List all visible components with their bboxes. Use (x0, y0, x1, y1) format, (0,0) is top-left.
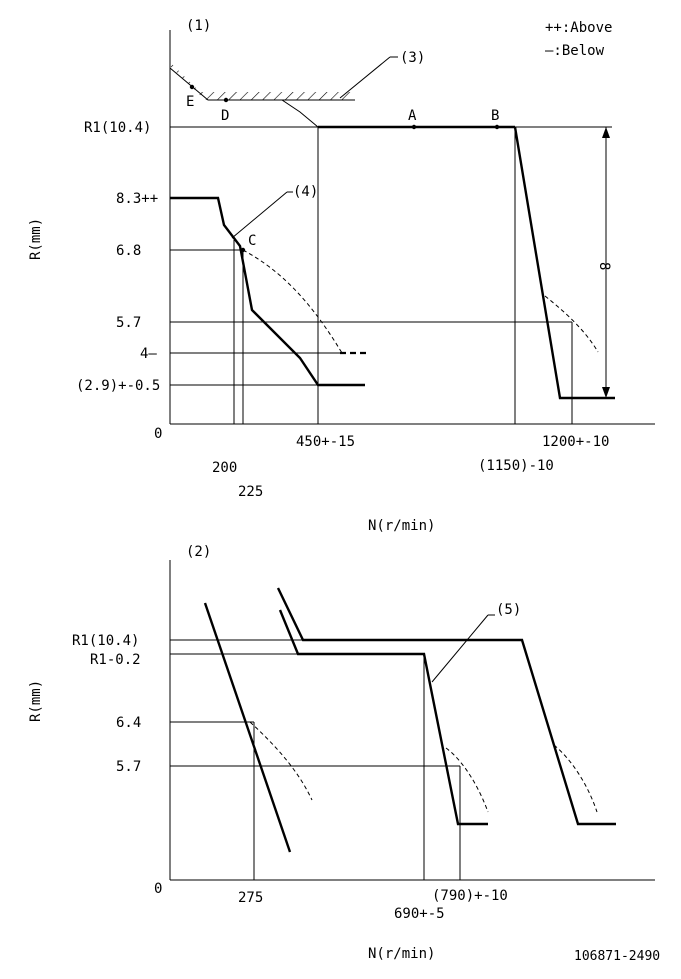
top-curve (276, 587, 616, 826)
governor-curve (513, 126, 615, 400)
idle-dashed (242, 249, 343, 354)
point-e-dot (189, 84, 195, 90)
callout-4: (4) (293, 184, 318, 200)
upper-chart: (1) ++:Above —:Below R(mm) N(r/min) 0 A … (28, 18, 655, 534)
idle-curve (170, 196, 365, 387)
dim-label: 8 (596, 262, 612, 270)
upper-x-tick-450: 450+-15 (296, 434, 355, 450)
callout-3-leader (339, 56, 391, 99)
stop-hatch (170, 62, 355, 100)
lower-chart: (2) R(mm) N(r/min) 0 (5) R1(10.4) R1-0.2… (28, 544, 655, 962)
upper-x-tick-200: 200 (212, 460, 237, 476)
lower-y-label: R(mm) (28, 680, 44, 722)
doc-id: 106871-2490 (574, 949, 660, 964)
upper-y-tick-57: 5.7 (116, 315, 141, 331)
lower-x-tick-790: (790)+-10 (432, 888, 508, 904)
point-d-dot (223, 97, 229, 103)
upper-panel-label: (1) (186, 18, 211, 34)
upper-y-tick-83: 8.3++ (116, 191, 158, 207)
upper-y-label: R(mm) (28, 218, 44, 260)
lower-x-tick-275: 275 (238, 890, 263, 906)
upper-origin: 0 (154, 426, 162, 442)
callout-4-leader (231, 191, 288, 239)
point-a: A (408, 108, 417, 124)
upper-y-tick-68: 6.8 (116, 243, 141, 259)
upper-y-tick-r1: R1(10.4) (84, 120, 151, 136)
top-dashed (553, 744, 598, 813)
callout-3: (3) (400, 50, 425, 66)
point-b: B (491, 108, 499, 124)
upper-x-tick-1200: 1200+-10 (542, 434, 609, 450)
point-a-dot (411, 124, 417, 130)
lower-x-label: N(r/min) (368, 946, 435, 962)
point-e: E (186, 94, 194, 110)
mid-curve (278, 609, 488, 826)
upper-x-tick-1150: (1150)-10 (478, 458, 554, 474)
legend-below: —:Below (545, 43, 605, 59)
low-idle-line (203, 602, 292, 853)
point-d: D (221, 108, 229, 124)
max-curve-upper (208, 99, 319, 128)
mid-dashed (445, 747, 489, 813)
lower-y-tick-r1: R1(10.4) (72, 633, 139, 649)
upper-x-label: N(r/min) (368, 518, 435, 534)
dim-arrow-top (602, 127, 610, 138)
point-c: C (248, 233, 256, 249)
lower-y-tick-64: 6.4 (116, 715, 141, 731)
gov-dashed (544, 295, 599, 353)
lower-panel-label: (2) (186, 544, 211, 560)
low-idle-dashed (249, 721, 313, 801)
dim-arrow-bottom (602, 387, 610, 398)
lower-x-tick-690: 690+-5 (394, 906, 445, 922)
upper-y-tick-4: 4— (140, 346, 157, 362)
upper-y-tick-29: (2.9)+-0.5 (76, 378, 160, 394)
legend-above: ++:Above (545, 20, 612, 36)
lower-y-tick-r1m: R1-0.2 (90, 652, 141, 668)
point-b-dot (494, 124, 500, 130)
callout-5-leader (431, 614, 489, 683)
callout-5: (5) (496, 602, 521, 618)
lower-y-tick-57: 5.7 (116, 759, 141, 775)
upper-x-tick-225: 225 (238, 484, 263, 500)
lower-origin: 0 (154, 881, 162, 897)
